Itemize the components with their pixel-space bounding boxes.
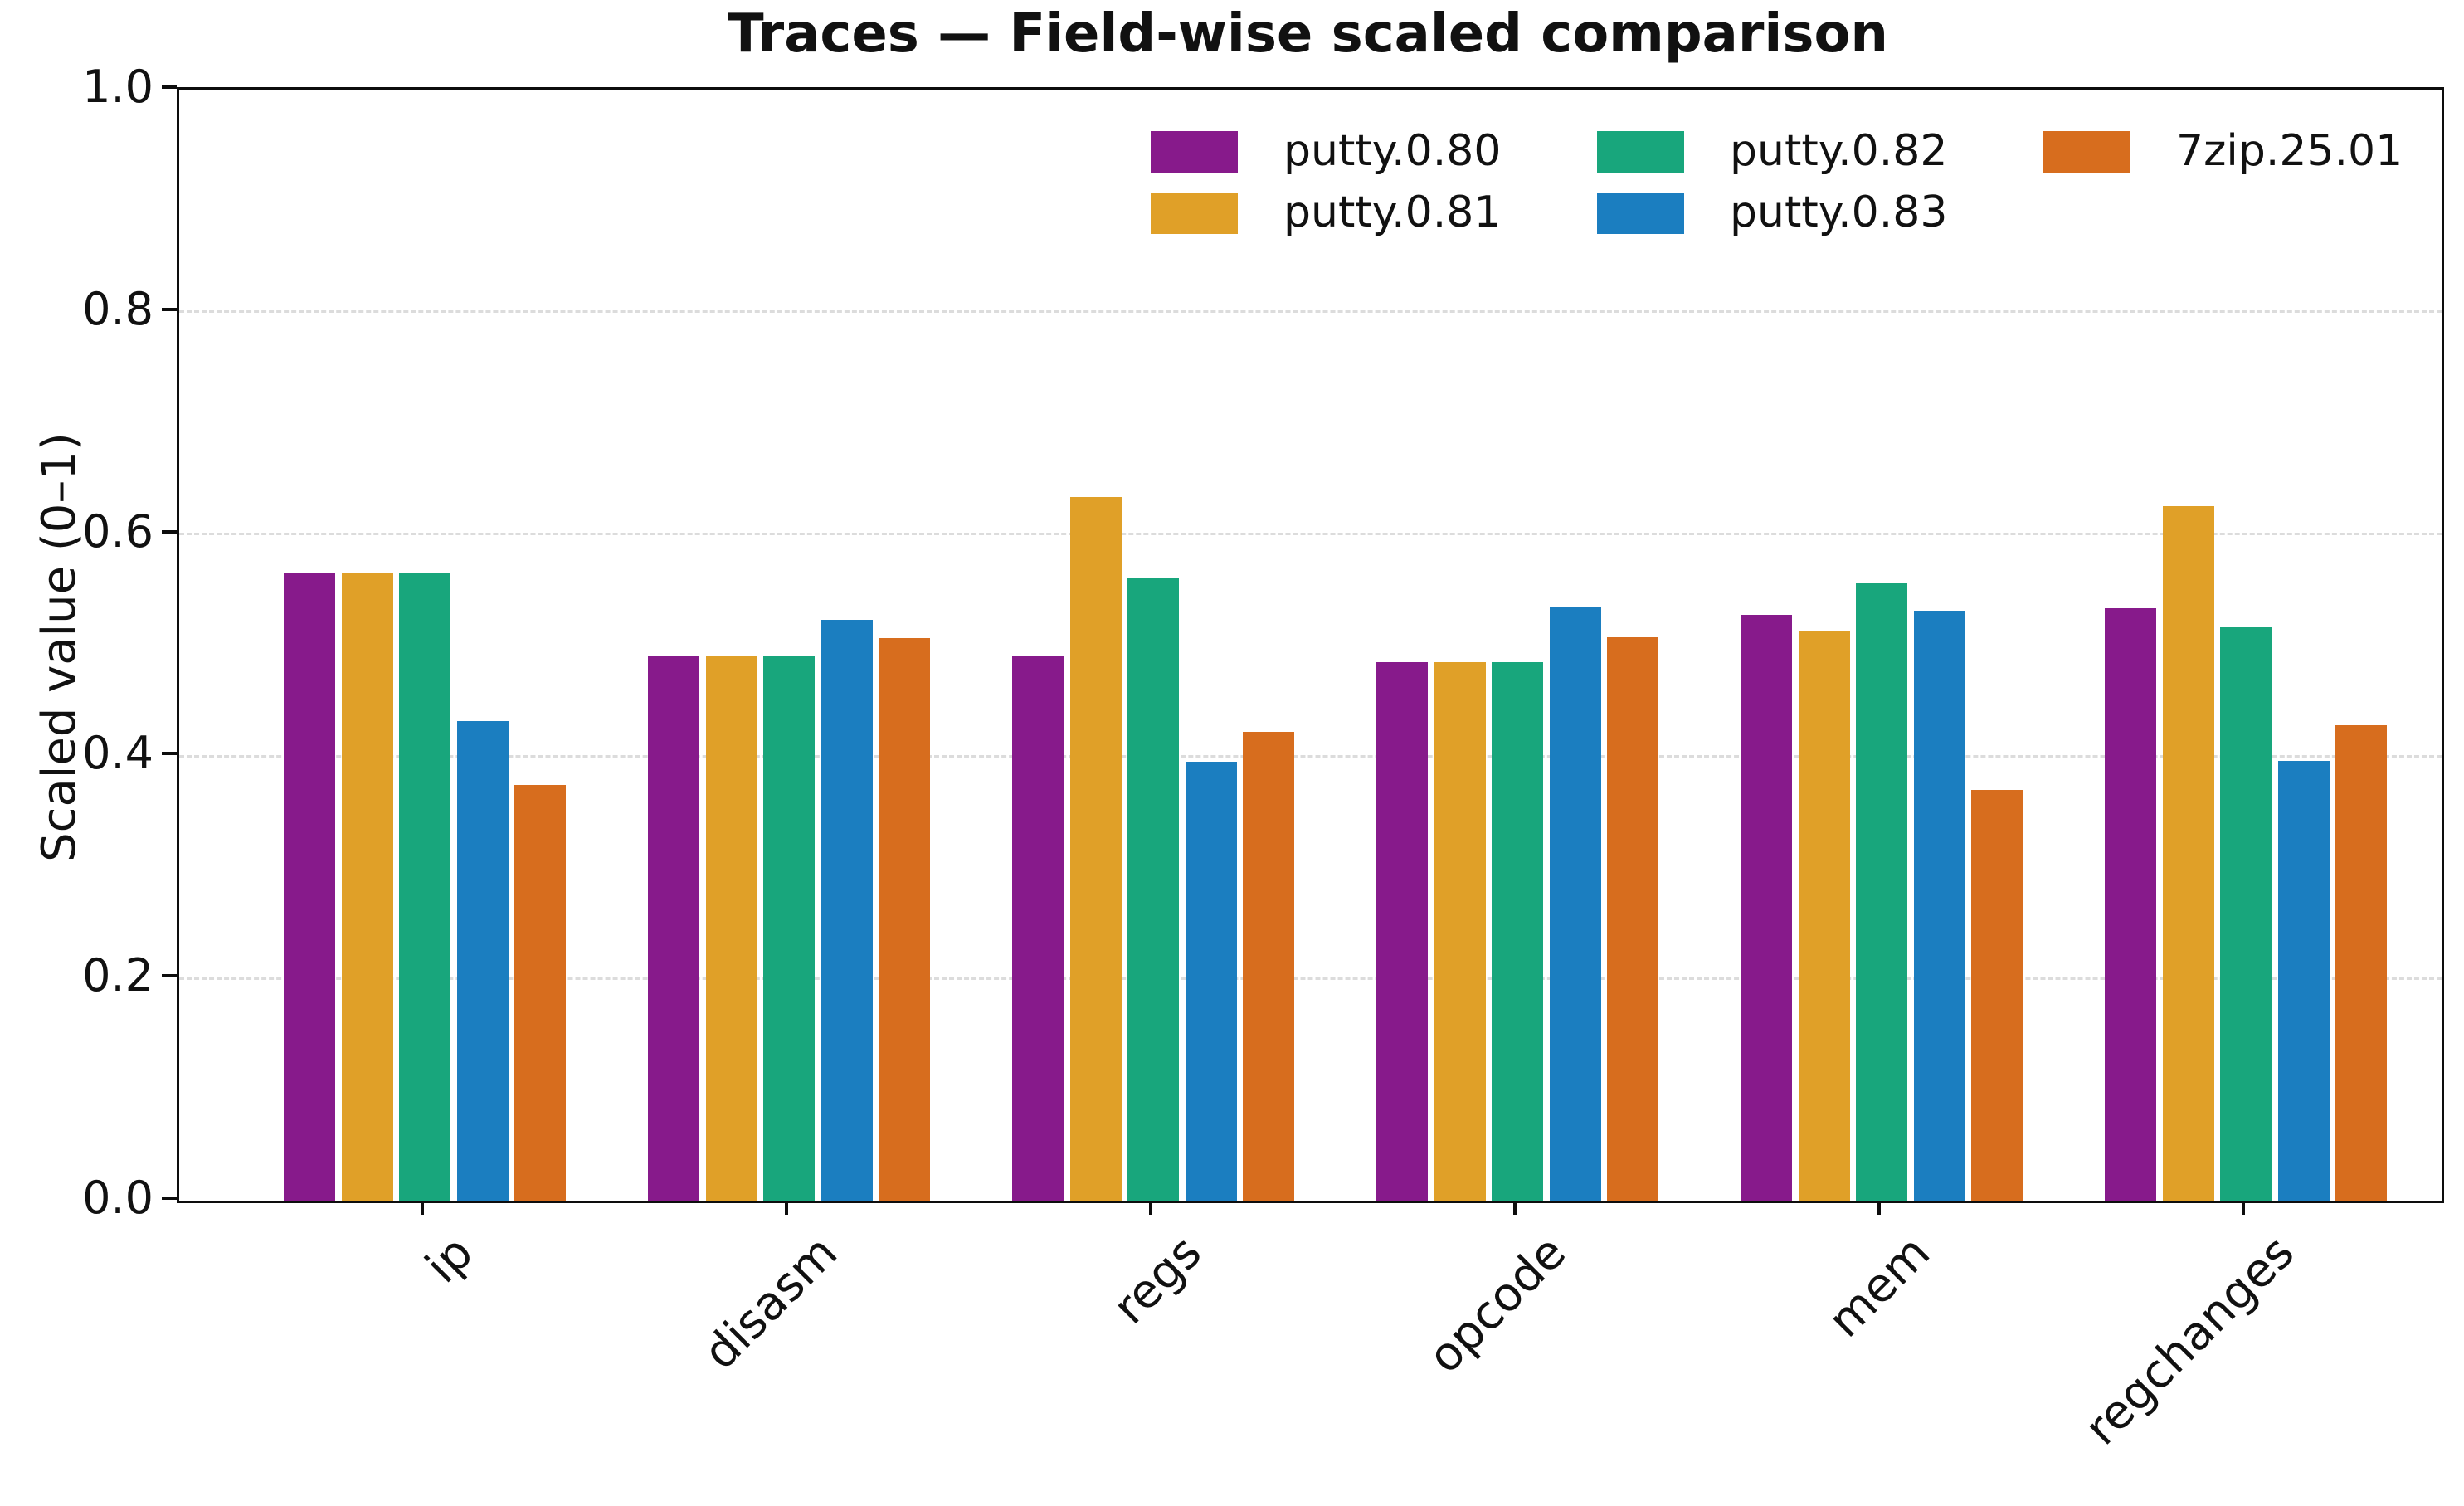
x-tick-mark-mem: [1877, 1201, 1881, 1215]
y-tick-label-1.0: 1.0: [82, 61, 153, 113]
bar-putty.0.83-regs: [1185, 762, 1237, 1201]
bar-7zip.25.01-opcode: [1607, 637, 1658, 1201]
bar-7zip.25.01-regchanges: [2335, 724, 2387, 1201]
legend-swatch-putty.0.81: [1151, 193, 1238, 234]
y-tick-mark-0.0: [162, 1197, 177, 1200]
bar-putty.0.83-opcode: [1549, 607, 1601, 1201]
bar-putty.0.82-regchanges: [2220, 627, 2272, 1201]
legend-swatch-7zip.25.01: [2043, 131, 2130, 173]
bar-putty.0.80-ip: [284, 573, 335, 1201]
bar-putty.0.82-opcode: [1492, 661, 1543, 1201]
bar-putty.0.83-ip: [456, 720, 509, 1201]
x-tick-label-opcode: opcode: [1418, 1226, 1576, 1384]
legend-label-7zip.25.01: 7zip.25.01: [2176, 126, 2403, 176]
bar-putty.0.81-disasm: [705, 656, 757, 1201]
legend-swatch-putty.0.80: [1151, 131, 1238, 173]
bar-7zip.25.01-ip: [514, 785, 566, 1201]
x-tick-label-regchanges: regchanges: [2074, 1226, 2305, 1456]
legend-swatch-putty.0.83: [1597, 193, 1684, 234]
x-tick-label-mem: mem: [1818, 1226, 1941, 1348]
y-tick-mark-0.6: [162, 529, 177, 534]
x-tick-mark-regchanges: [2242, 1201, 2245, 1215]
y-tick-label-0.0: 0.0: [82, 1172, 153, 1224]
gridline-0.8: [179, 310, 2442, 314]
bar-putty.0.81-mem: [1798, 631, 1850, 1201]
bar-putty.0.80-regchanges: [2105, 608, 2156, 1201]
y-tick-label-0.6: 0.6: [82, 504, 153, 558]
x-tick-mark-ip: [421, 1201, 424, 1215]
bar-7zip.25.01-disasm: [879, 638, 930, 1201]
bar-putty.0.81-regs: [1069, 497, 1122, 1201]
bar-putty.0.80-disasm: [648, 656, 699, 1201]
x-tick-mark-opcode: [1513, 1201, 1517, 1215]
plot-area: putty.0.80 putty.0.81 putty.0.82 putty.0.83…: [177, 87, 2444, 1203]
y-tick-mark-1.0: [162, 85, 177, 89]
bar-putty.0.81-ip: [341, 573, 393, 1201]
bar-putty.0.80-opcode: [1376, 661, 1428, 1201]
bar-putty.0.82-ip: [399, 573, 450, 1201]
y-tick-label-0.4: 0.4: [82, 727, 153, 780]
legend-label-putty.0.82: putty.0.82: [1730, 126, 1948, 176]
bar-putty.0.81-opcode: [1434, 661, 1486, 1201]
gridline-0.2: [179, 977, 2442, 980]
x-tick-label-ip: ip: [415, 1226, 484, 1294]
bar-putty.0.80-mem: [1741, 615, 1792, 1201]
bar-putty.0.82-regs: [1127, 578, 1179, 1201]
x-tick-label-regs: regs: [1103, 1226, 1212, 1335]
bar-putty.0.83-disasm: [821, 619, 873, 1201]
y-tick-mark-0.8: [162, 307, 177, 311]
bar-putty.0.82-disasm: [763, 656, 815, 1201]
x-tick-mark-regs: [1149, 1201, 1152, 1215]
legend-label-putty.0.81: putty.0.81: [1283, 188, 1502, 237]
bar-7zip.25.01-regs: [1243, 731, 1294, 1201]
y-tick-mark-0.2: [162, 974, 177, 978]
gridline-0.4: [179, 754, 2442, 758]
legend-swatch-putty.0.82: [1597, 131, 1684, 173]
gridline-0.6: [179, 533, 2442, 536]
x-tick-label-disasm: disasm: [693, 1226, 848, 1381]
y-tick-label-0.2: 0.2: [82, 949, 153, 1002]
bar-putty.0.82-mem: [1856, 582, 1907, 1201]
bar-putty.0.83-mem: [1913, 611, 1965, 1201]
y-tick-label-0.8: 0.8: [82, 282, 153, 335]
x-tick-mark-disasm: [785, 1201, 788, 1215]
bar-putty.0.83-regchanges: [2277, 760, 2330, 1201]
bar-7zip.25.01-mem: [1971, 789, 2023, 1201]
y-tick-mark-0.4: [162, 752, 177, 756]
chart-title: Traces — Field-wise scaled comparison: [728, 3, 1888, 65]
y-axis-label: Scaled value (0–1): [32, 432, 86, 862]
legend-label-putty.0.80: putty.0.80: [1283, 126, 1502, 176]
bar-putty.0.80-regs: [1012, 655, 1064, 1201]
bar-putty.0.81-regchanges: [2162, 506, 2214, 1201]
legend-label-putty.0.83: putty.0.83: [1730, 188, 1948, 237]
